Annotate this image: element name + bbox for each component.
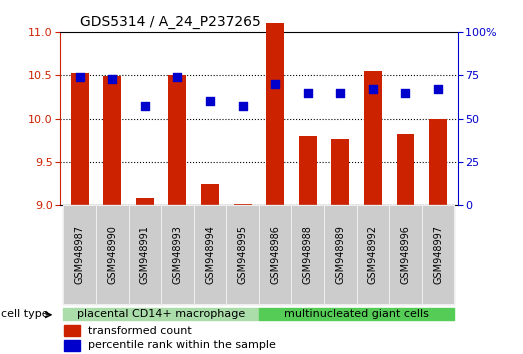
Bar — [396, 134, 414, 205]
Point — [336, 90, 345, 96]
Point — [369, 86, 377, 92]
Bar — [324, 205, 357, 304]
Bar — [259, 205, 291, 304]
Text: cell type: cell type — [1, 309, 49, 319]
Text: transformed count: transformed count — [88, 326, 192, 336]
Point — [271, 81, 279, 87]
Text: GDS5314 / A_24_P237265: GDS5314 / A_24_P237265 — [80, 16, 261, 29]
Point — [75, 74, 84, 80]
Bar — [168, 75, 186, 205]
Bar — [63, 205, 96, 304]
Bar — [129, 205, 161, 304]
Bar — [234, 204, 252, 205]
Text: GSM948988: GSM948988 — [303, 225, 313, 284]
Bar — [357, 205, 389, 304]
Text: multinucleated giant cells: multinucleated giant cells — [284, 309, 429, 319]
Point — [141, 104, 149, 109]
Point — [401, 90, 410, 96]
Bar — [429, 119, 447, 205]
Bar — [324, 205, 357, 304]
Bar — [266, 23, 284, 205]
Text: GSM948989: GSM948989 — [335, 225, 345, 284]
Bar — [194, 205, 226, 304]
Bar — [291, 205, 324, 304]
Bar — [422, 205, 454, 304]
Text: placental CD14+ macrophage: placental CD14+ macrophage — [77, 309, 245, 319]
Bar — [422, 205, 454, 304]
Bar — [64, 325, 80, 336]
Bar — [389, 205, 422, 304]
Text: GSM948987: GSM948987 — [75, 225, 85, 284]
Point — [238, 104, 247, 109]
Point — [108, 76, 117, 81]
Point — [206, 98, 214, 104]
Text: GSM948994: GSM948994 — [205, 225, 215, 284]
Bar — [357, 205, 389, 304]
Text: GSM948995: GSM948995 — [237, 225, 247, 284]
Bar — [161, 205, 194, 304]
Bar — [63, 308, 259, 320]
Text: GSM948990: GSM948990 — [107, 225, 117, 284]
Point — [434, 86, 442, 92]
Text: GSM948997: GSM948997 — [433, 225, 443, 284]
Point — [173, 74, 181, 80]
Point — [303, 90, 312, 96]
Text: GSM948993: GSM948993 — [173, 225, 183, 284]
Bar — [63, 205, 96, 304]
Bar — [194, 205, 226, 304]
Bar — [259, 308, 454, 320]
Bar — [161, 205, 194, 304]
Bar — [96, 205, 129, 304]
Bar — [226, 205, 259, 304]
Bar — [136, 198, 154, 205]
Bar — [104, 76, 121, 205]
Bar — [96, 205, 129, 304]
Text: GSM948991: GSM948991 — [140, 225, 150, 284]
Bar — [291, 205, 324, 304]
Bar — [332, 139, 349, 205]
Bar — [299, 136, 317, 205]
Bar — [259, 205, 291, 304]
Bar — [129, 205, 161, 304]
Text: GSM948986: GSM948986 — [270, 225, 280, 284]
Text: percentile rank within the sample: percentile rank within the sample — [88, 341, 276, 350]
Bar — [364, 71, 382, 205]
Bar — [389, 205, 422, 304]
Bar — [64, 340, 80, 351]
Bar — [201, 184, 219, 205]
Bar — [71, 74, 89, 205]
Text: GSM948996: GSM948996 — [401, 225, 411, 284]
Text: GSM948992: GSM948992 — [368, 225, 378, 284]
Bar — [226, 205, 259, 304]
